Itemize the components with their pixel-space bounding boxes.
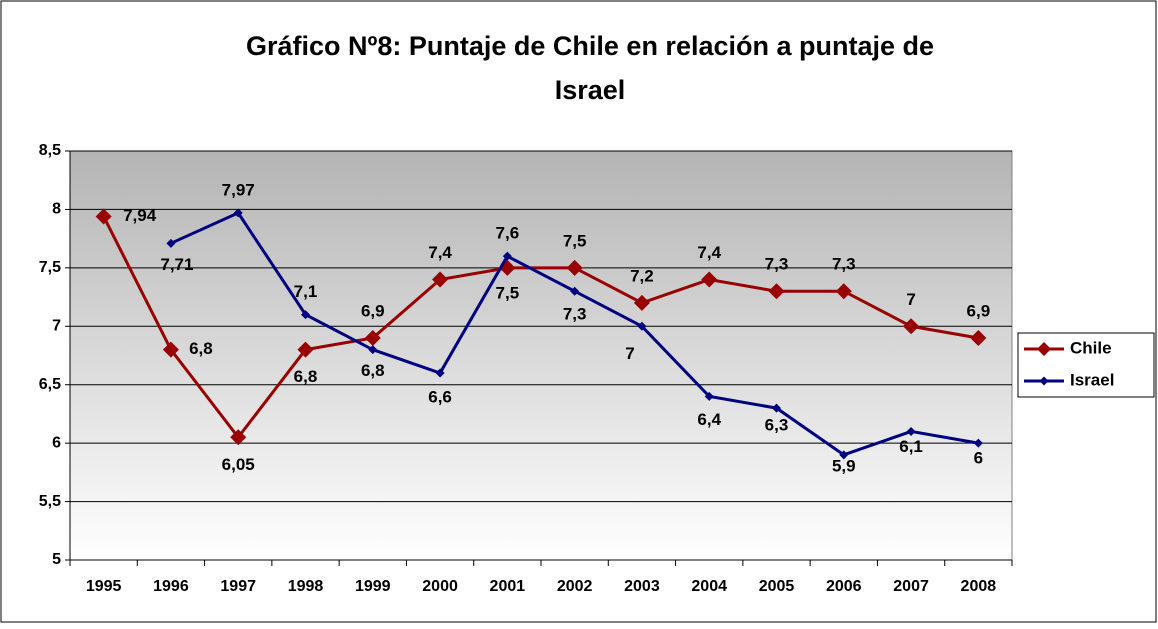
point-marker: [637, 321, 647, 331]
point-marker: [230, 429, 247, 446]
data-label: 5,9: [832, 456, 856, 475]
point-marker: [704, 391, 714, 401]
data-label: 6,9: [967, 301, 991, 320]
x-tick-label: 1995: [86, 578, 122, 595]
y-tick-label: 5,5: [39, 493, 61, 510]
point-marker: [368, 345, 378, 355]
y-tick-label: 6: [52, 434, 61, 451]
point-marker: [768, 283, 785, 300]
legend-marker: [1039, 376, 1049, 386]
legend-box: [1017, 332, 1155, 398]
x-tick-label: 1998: [288, 578, 324, 595]
data-label: 7,94: [123, 206, 157, 225]
y-tick-label: 8: [52, 201, 61, 218]
point-marker: [903, 318, 920, 335]
data-label: 7,3: [765, 255, 789, 274]
data-label: 7,4: [428, 243, 452, 262]
x-tick-label: 2004: [691, 578, 727, 595]
x-tick-label: 1996: [153, 578, 189, 595]
x-tick-label: 2000: [422, 578, 458, 595]
data-label: 7,3: [563, 305, 587, 324]
data-label: 6,8: [189, 339, 213, 358]
x-tick-label: 2006: [826, 578, 862, 595]
data-label: 7,6: [496, 224, 520, 243]
data-label: 7,1: [294, 282, 318, 301]
series-line: [102, 215, 979, 440]
point-marker: [233, 208, 243, 218]
y-tick-label: 7,5: [39, 259, 61, 276]
y-tick-label: 6,5: [39, 376, 61, 393]
point-marker: [162, 341, 179, 358]
x-tick-label: 2001: [490, 578, 526, 595]
y-tick-label: 7: [52, 318, 61, 335]
point-marker: [435, 368, 445, 378]
data-label: 6,1: [899, 437, 923, 456]
data-label: 7,2: [630, 266, 654, 285]
point-marker: [970, 329, 987, 346]
x-tick-label: 2007: [893, 578, 929, 595]
data-label: 7: [625, 344, 634, 363]
point-marker: [432, 271, 449, 288]
legend-marker: [1037, 342, 1051, 356]
data-label: 7,97: [222, 180, 255, 199]
point-marker: [166, 238, 176, 248]
x-tick-label: 2003: [624, 578, 660, 595]
point-marker: [566, 259, 583, 276]
data-label: 6: [974, 449, 983, 468]
data-label: 6,05: [222, 455, 255, 474]
x-tick-label: 1997: [220, 578, 256, 595]
point-marker: [839, 450, 849, 460]
data-label: 6,4: [697, 410, 721, 429]
point-marker: [772, 403, 781, 413]
data-label: 7,3: [832, 255, 856, 274]
data-label: 7,5: [563, 231, 587, 250]
data-label: 6,8: [294, 367, 318, 386]
point-marker: [835, 283, 852, 300]
x-tick-label: 2002: [557, 578, 593, 595]
point-marker: [301, 310, 310, 320]
data-label: 6,8: [361, 361, 385, 380]
point-marker: [701, 271, 718, 288]
data-label: 7,71: [160, 255, 193, 274]
point-marker: [297, 341, 314, 358]
data-label: 6,9: [361, 301, 385, 320]
point-marker: [502, 251, 512, 261]
legend-label: Israel: [1070, 370, 1114, 389]
point-marker: [95, 208, 112, 225]
data-label: 7: [906, 290, 915, 309]
data-label: 7,4: [697, 243, 721, 262]
x-tick-label: 2008: [961, 578, 997, 595]
point-marker: [364, 329, 381, 346]
point-marker: [633, 294, 650, 311]
chart-title: Gráfico Nº8: Puntaje de Chile en relació…: [246, 31, 934, 105]
legend-label: Chile: [1070, 338, 1112, 357]
y-tick-label: 5: [52, 551, 61, 568]
data-label: 6,3: [765, 416, 789, 435]
data-label: 7,5: [496, 283, 520, 302]
x-tick-label: 1999: [355, 578, 391, 595]
data-label: 6,6: [428, 388, 452, 407]
point-marker: [570, 286, 580, 296]
point-marker: [906, 426, 916, 436]
point-marker: [973, 438, 983, 448]
y-tick-label: 8,5: [39, 142, 61, 159]
x-tick-label: 2005: [759, 578, 795, 595]
